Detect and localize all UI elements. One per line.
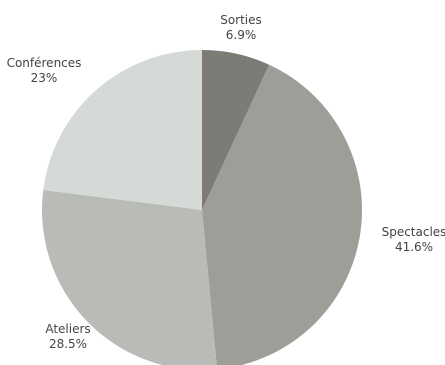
- slice-label-value: 23%: [31, 71, 58, 85]
- slice-label-name: Sorties: [220, 13, 262, 27]
- slice-label-name: Conférences: [7, 56, 82, 70]
- slice-label-name: Spectacles: [382, 225, 445, 239]
- pie-slice-conf-rences: [43, 50, 203, 210]
- slice-label-value: 28.5%: [49, 337, 87, 351]
- slice-label-name: Ateliers: [45, 322, 90, 336]
- slice-label-value: 41.6%: [395, 240, 433, 254]
- pie-slice-sorties: [202, 50, 270, 210]
- slice-label-value: 6.9%: [226, 28, 257, 42]
- pie-slice-ateliers: [42, 189, 217, 365]
- pie-slice-spectacles: [202, 64, 362, 365]
- pie-slices: [42, 50, 362, 365]
